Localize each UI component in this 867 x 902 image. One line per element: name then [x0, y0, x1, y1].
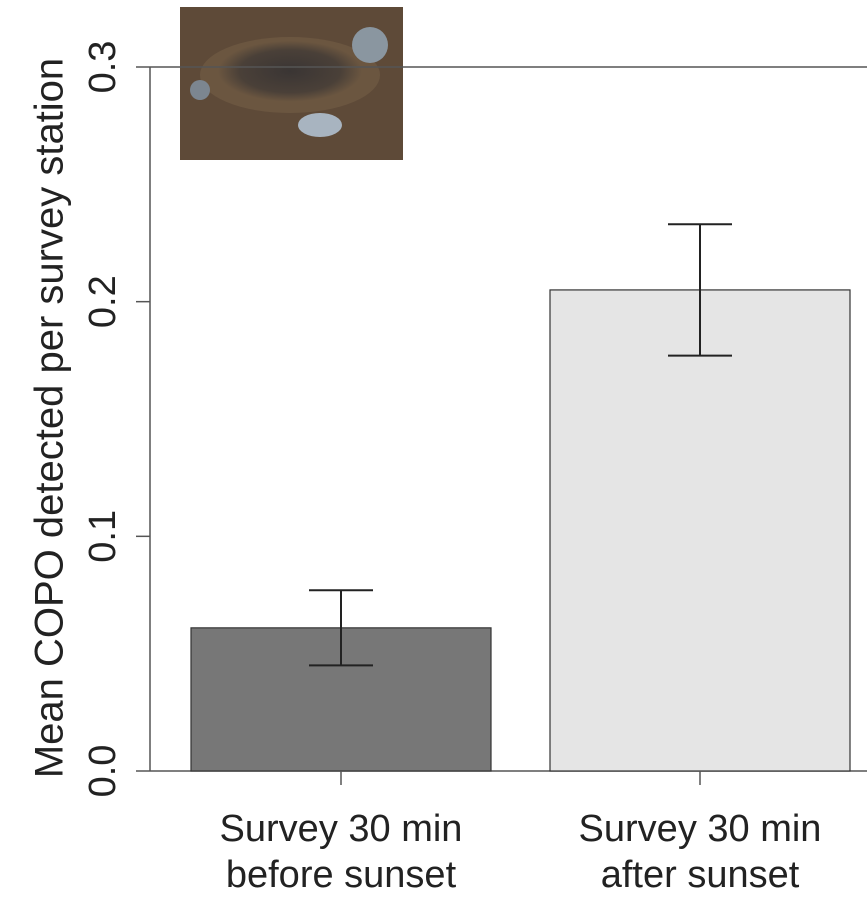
y-tick-label: 0.2: [82, 275, 124, 328]
x-tick-label: Survey 30 min after sunset: [578, 808, 822, 896]
error-bar: [668, 223, 732, 357]
y-tick-label: 0.0: [82, 745, 124, 798]
y-axis-label: Mean COPO detected per survey station: [28, 58, 72, 778]
x-tick-label: Survey 30 min before sunset: [219, 808, 463, 896]
y-tick-label: 0.3: [82, 41, 124, 94]
error-bar: [309, 589, 373, 667]
photo: [180, 7, 403, 160]
bar: [549, 289, 851, 772]
y-tick-label: 0.1: [82, 510, 124, 563]
